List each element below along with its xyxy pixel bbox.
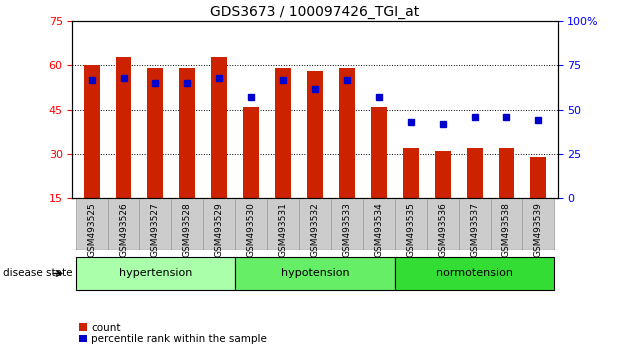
Text: GSM493527: GSM493527 bbox=[151, 202, 160, 257]
Bar bbox=[108, 198, 139, 250]
Bar bbox=[491, 21, 522, 198]
Text: GSM493525: GSM493525 bbox=[87, 202, 96, 257]
Text: GSM493536: GSM493536 bbox=[438, 202, 447, 257]
Text: hypertension: hypertension bbox=[118, 268, 192, 279]
Text: normotension: normotension bbox=[436, 268, 513, 279]
Bar bbox=[147, 68, 163, 198]
Bar bbox=[435, 151, 450, 198]
Bar bbox=[235, 257, 395, 290]
Text: GSM493532: GSM493532 bbox=[311, 202, 319, 257]
Bar bbox=[459, 198, 491, 250]
Bar bbox=[115, 57, 132, 198]
Text: disease state: disease state bbox=[3, 268, 72, 279]
Bar bbox=[76, 21, 108, 198]
Bar bbox=[76, 257, 235, 290]
Bar bbox=[427, 21, 459, 198]
Bar bbox=[267, 21, 299, 198]
Bar bbox=[427, 198, 459, 250]
Bar bbox=[522, 21, 554, 198]
Bar bbox=[171, 198, 203, 250]
Bar bbox=[498, 148, 515, 198]
Bar bbox=[467, 148, 483, 198]
Legend: count, percentile rank within the sample: count, percentile rank within the sample bbox=[77, 321, 268, 345]
Bar bbox=[267, 198, 299, 250]
Text: hypotension: hypotension bbox=[281, 268, 349, 279]
Bar bbox=[235, 198, 267, 250]
Bar bbox=[203, 198, 235, 250]
Bar bbox=[180, 68, 195, 198]
Bar bbox=[243, 107, 259, 198]
Text: GSM493531: GSM493531 bbox=[278, 202, 287, 257]
Bar bbox=[171, 21, 203, 198]
Bar bbox=[339, 68, 355, 198]
Bar bbox=[307, 72, 323, 198]
Bar bbox=[331, 21, 363, 198]
Text: GSM493526: GSM493526 bbox=[119, 202, 128, 257]
Bar bbox=[108, 21, 139, 198]
Text: GSM493528: GSM493528 bbox=[183, 202, 192, 257]
Text: GSM493534: GSM493534 bbox=[374, 202, 383, 257]
Text: GSM493530: GSM493530 bbox=[247, 202, 256, 257]
Bar bbox=[363, 21, 395, 198]
Bar bbox=[211, 57, 227, 198]
Bar bbox=[491, 198, 522, 250]
Text: GSM493529: GSM493529 bbox=[215, 202, 224, 257]
Bar bbox=[459, 21, 491, 198]
Bar bbox=[403, 148, 419, 198]
Bar bbox=[363, 198, 395, 250]
Bar bbox=[76, 198, 108, 250]
Bar bbox=[203, 21, 235, 198]
Text: GSM493533: GSM493533 bbox=[343, 202, 352, 257]
Text: GSM493538: GSM493538 bbox=[502, 202, 511, 257]
Bar bbox=[299, 198, 331, 250]
Bar bbox=[530, 157, 546, 198]
Bar bbox=[235, 21, 267, 198]
Bar bbox=[395, 257, 554, 290]
Text: GSM493535: GSM493535 bbox=[406, 202, 415, 257]
Bar bbox=[395, 198, 427, 250]
Bar bbox=[522, 198, 554, 250]
Bar bbox=[371, 107, 387, 198]
Title: GDS3673 / 100097426_TGI_at: GDS3673 / 100097426_TGI_at bbox=[210, 5, 420, 19]
Bar bbox=[331, 198, 363, 250]
Text: GSM493537: GSM493537 bbox=[470, 202, 479, 257]
Bar bbox=[139, 198, 171, 250]
Bar bbox=[275, 68, 291, 198]
Bar bbox=[84, 65, 100, 198]
Bar bbox=[395, 21, 427, 198]
Bar bbox=[299, 21, 331, 198]
Text: GSM493539: GSM493539 bbox=[534, 202, 543, 257]
Bar bbox=[139, 21, 171, 198]
